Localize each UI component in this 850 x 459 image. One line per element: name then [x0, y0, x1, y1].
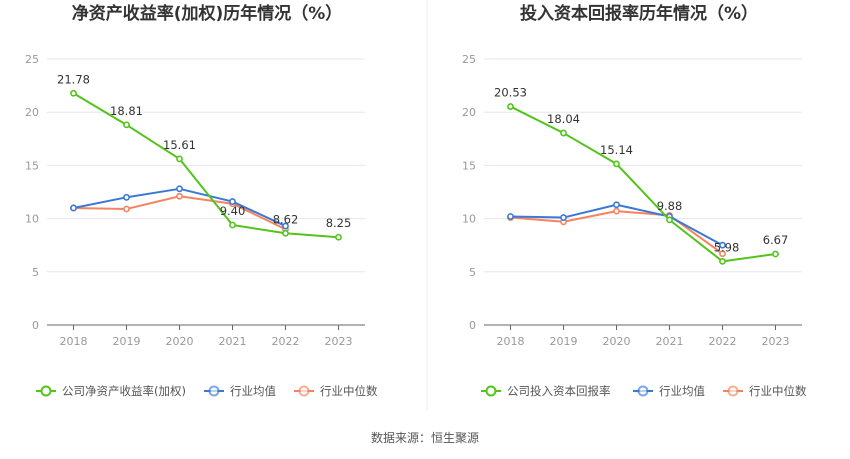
x-tick-label: 2022 [709, 335, 737, 348]
x-tick-label: 2021 [656, 335, 684, 348]
y-tick-label: 10 [462, 213, 476, 226]
data-label: 8.62 [273, 212, 299, 226]
legend-item: 行业均值 [204, 384, 276, 398]
legend-item: 公司净资产收益率(加权) [36, 384, 186, 398]
roic-chart-panel: 投入资本回报率历年情况（%） 0 5 10 15 20 25 2018 2019 2020 202… [462, 3, 807, 398]
data-label: 15.14 [600, 143, 633, 157]
series-line [72, 92, 339, 239]
y-tick-label: 5 [32, 266, 39, 279]
data-point [507, 213, 514, 220]
data-label: 18.04 [547, 112, 580, 126]
data-label: 6.67 [763, 233, 789, 247]
data-point [282, 222, 289, 230]
x-tick-label: 2023 [325, 335, 353, 348]
legend-label: 行业中位数 [320, 384, 378, 398]
data-point [229, 198, 236, 205]
data-point [176, 185, 183, 193]
data-point [176, 192, 183, 200]
data-point [560, 129, 567, 137]
data-label: 9.88 [657, 199, 683, 213]
data-point [176, 155, 183, 163]
legend-swatch-marker [485, 385, 497, 397]
y-tick-label: 25 [462, 53, 476, 66]
data-point [123, 193, 130, 201]
x-tick-label: 2019 [550, 335, 578, 348]
data-point [613, 160, 620, 168]
data-point [719, 257, 726, 265]
x-tick-label: 2023 [762, 335, 790, 348]
data-point [282, 229, 289, 237]
y-tick-label: 20 [462, 106, 476, 119]
data-point [335, 233, 342, 241]
y-tick-label: 15 [462, 159, 476, 172]
data-label: 5.98 [714, 240, 740, 254]
data-label: 20.53 [494, 86, 527, 100]
data-label: 9.40 [220, 204, 246, 218]
legend-label: 公司投入资本回报率 [507, 384, 611, 398]
legend-label: 公司净资产收益率(加权) [62, 384, 186, 398]
y-tick-label: 15 [25, 159, 39, 172]
legend-label: 行业中位数 [749, 384, 807, 398]
data-point [613, 207, 620, 215]
data-point [229, 221, 236, 229]
x-tick-label: 2020 [603, 335, 631, 348]
chart-title: 投入资本回报率历年情况（%） [520, 3, 758, 24]
data-source-note: 数据来源：恒生聚源 [371, 430, 479, 445]
chart-title: 净资产收益率(加权)历年情况（%） [72, 3, 343, 24]
legend-label: 行业均值 [230, 384, 276, 398]
data-point [507, 103, 514, 110]
y-tick-label: 20 [25, 106, 39, 119]
data-point [70, 89, 77, 97]
data-label: 8.25 [326, 216, 352, 230]
legend-swatch-marker [208, 385, 220, 397]
roe-chart-panel: 净资产收益率(加权)历年情况（%） 0 5 10 15 20 25 2018 2019 2020… [25, 3, 378, 398]
legend-swatch-marker [298, 385, 310, 397]
y-tick-label: 25 [25, 53, 39, 66]
legend-label: 行业均值 [659, 384, 705, 398]
data-point [70, 204, 77, 212]
x-tick-label: 2021 [219, 335, 247, 348]
series-line [510, 105, 776, 263]
data-point [719, 241, 726, 249]
y-tick-label: 5 [469, 266, 476, 279]
data-point [123, 205, 130, 213]
data-point [560, 214, 567, 221]
legend-item: 行业均值 [633, 384, 705, 398]
y-tick-label: 10 [25, 213, 39, 226]
x-tick-label: 2020 [166, 335, 194, 348]
data-point [719, 250, 726, 258]
legend-swatch-marker [40, 385, 52, 397]
data-label: 18.81 [110, 104, 143, 118]
data-point [666, 216, 673, 224]
legend-item: 行业中位数 [723, 384, 807, 398]
legend-item: 公司投入资本回报率 [481, 384, 611, 398]
x-tick-label: 2018 [497, 335, 525, 348]
data-point [772, 250, 779, 258]
legend-swatch-marker [637, 385, 649, 397]
data-label: 21.78 [57, 72, 90, 86]
y-tick-label: 0 [469, 319, 476, 332]
x-tick-label: 2019 [113, 335, 141, 348]
legend-item: 行业中位数 [294, 384, 378, 398]
data-point [123, 121, 130, 129]
x-tick-label: 2022 [272, 335, 300, 348]
x-tick-label: 2018 [60, 335, 88, 348]
legend-swatch-marker [727, 385, 739, 397]
data-label: 15.61 [163, 138, 196, 152]
y-tick-label: 0 [32, 319, 39, 332]
data-point [613, 201, 620, 209]
